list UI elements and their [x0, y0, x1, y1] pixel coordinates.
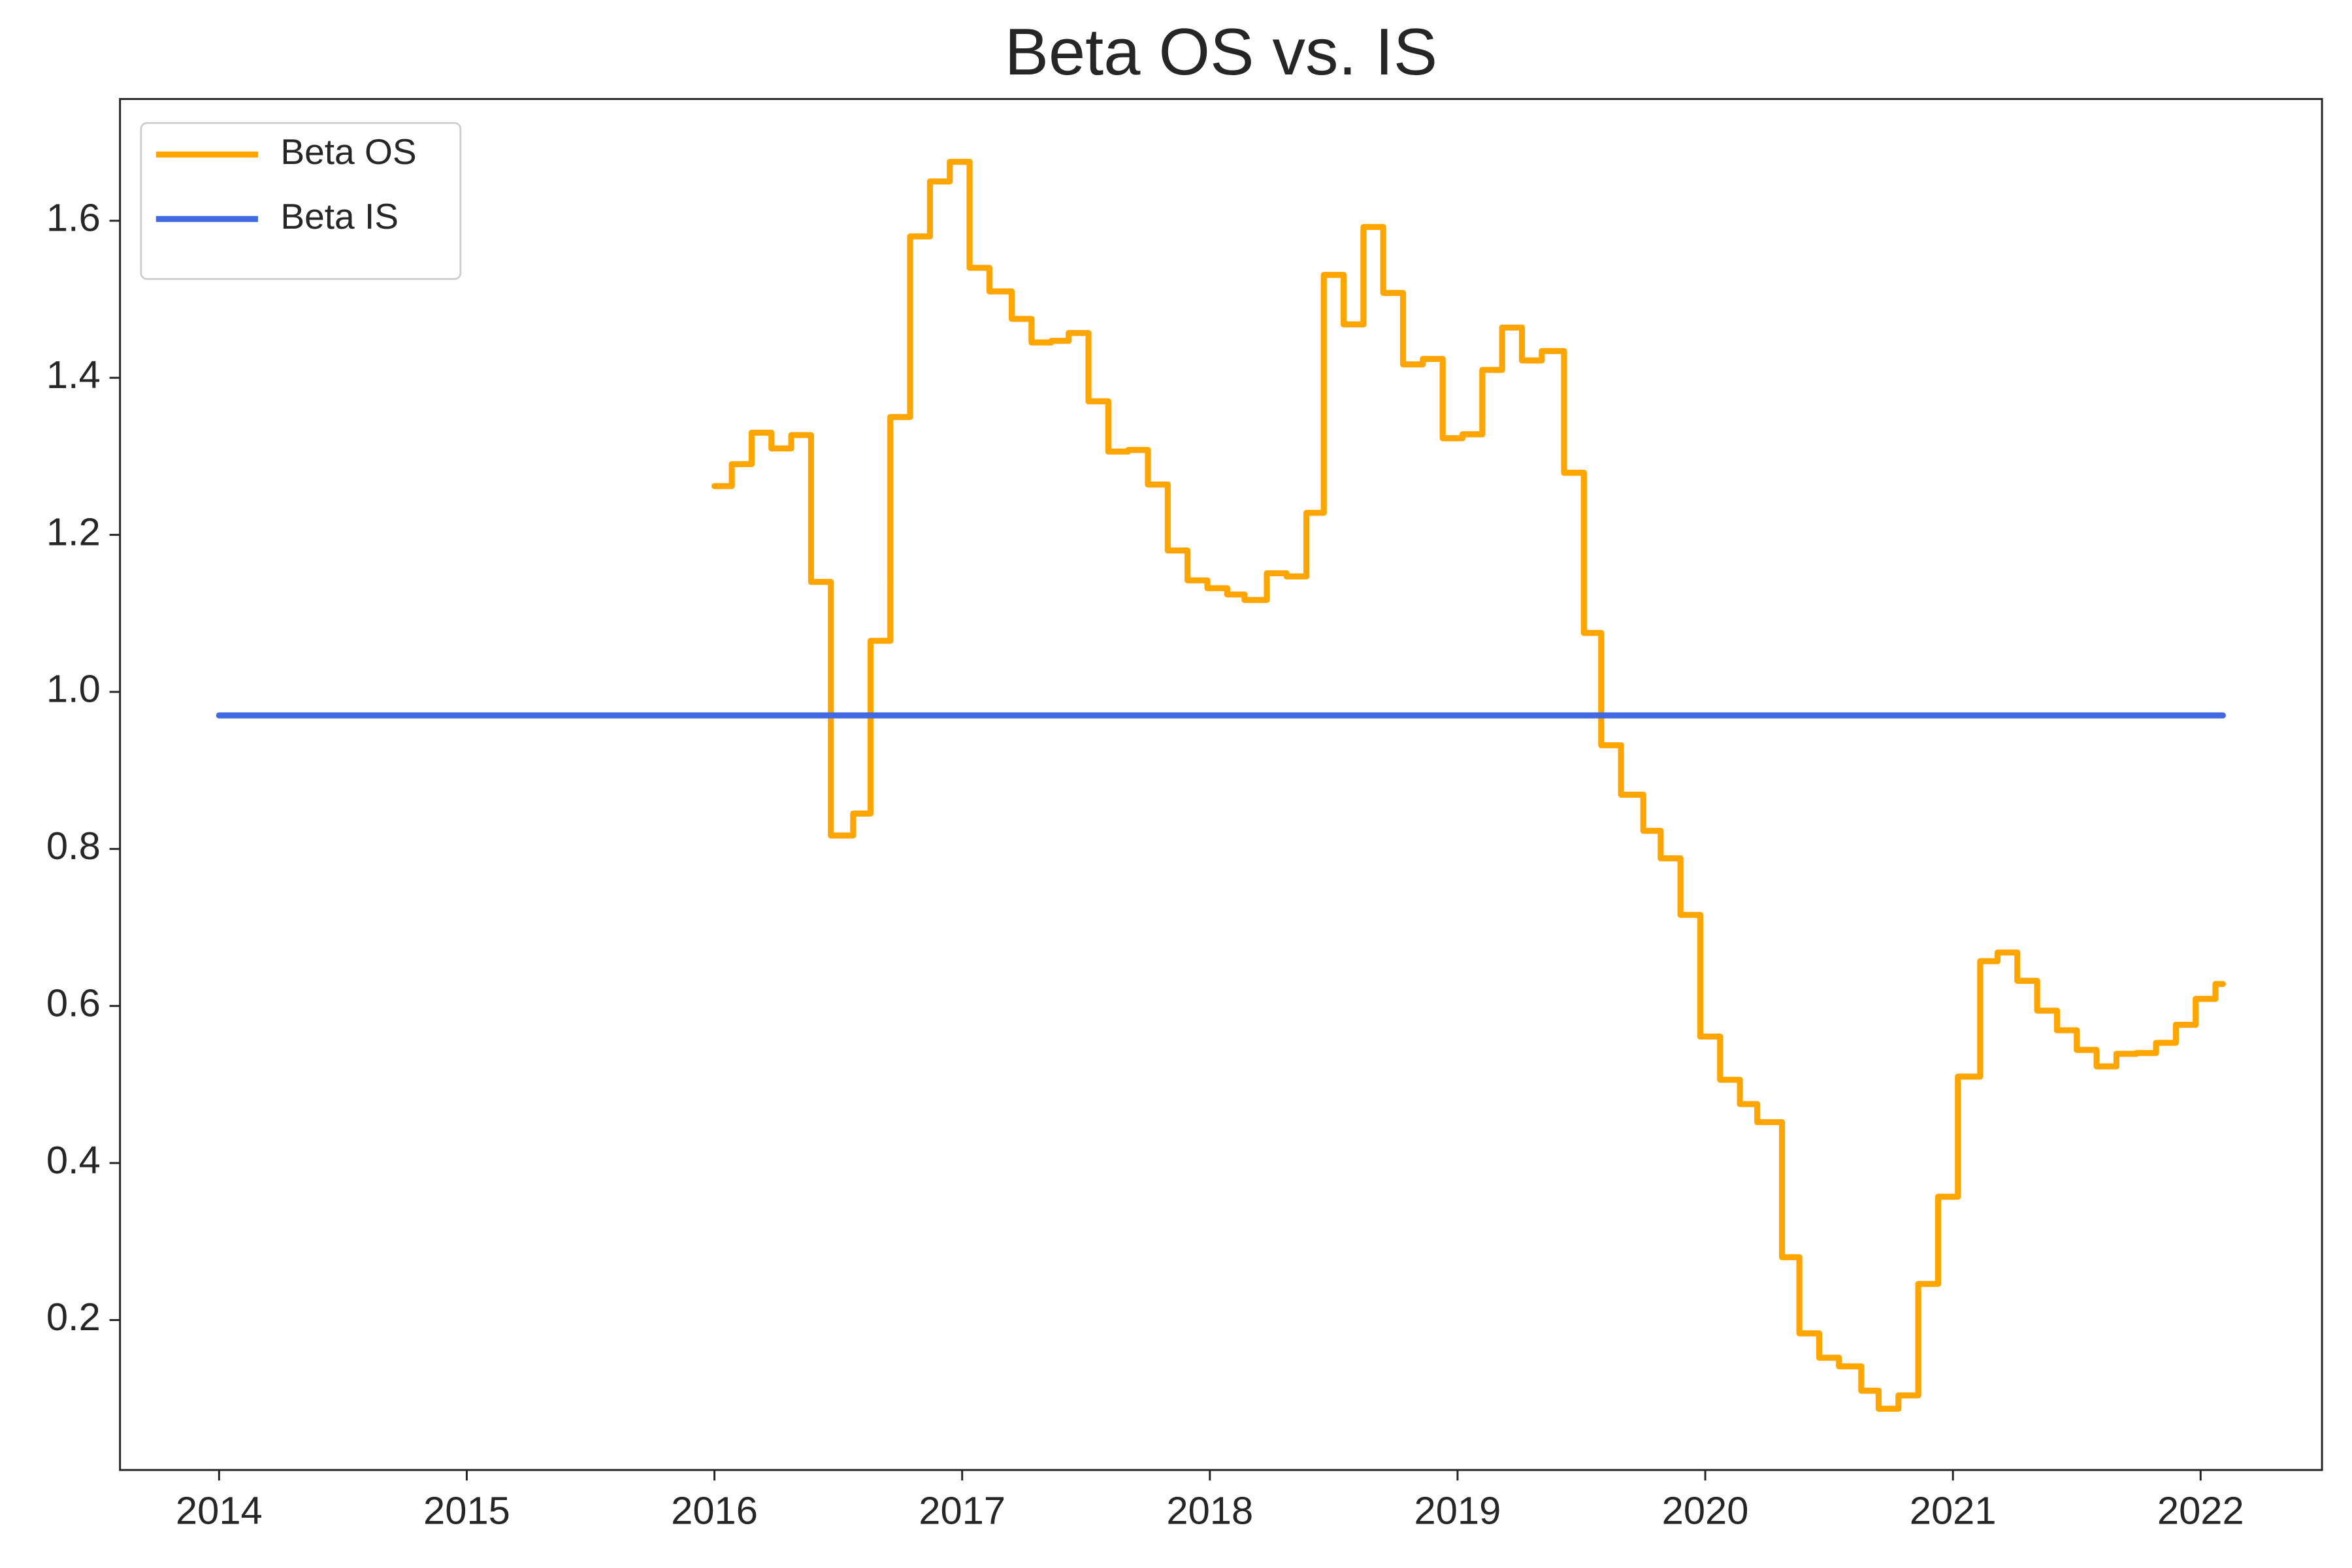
y-tick-label: 0.4 — [46, 1138, 101, 1182]
legend: Beta OS Beta IS — [140, 122, 462, 280]
x-tick-label: 2016 — [671, 1488, 758, 1532]
x-tick-label: 2022 — [2157, 1488, 2244, 1532]
line-series — [711, 159, 2227, 1412]
y-tick-label: 1.0 — [46, 667, 101, 711]
y-tick-label: 1.2 — [46, 510, 101, 553]
x-tick-label: 2014 — [176, 1488, 263, 1532]
x-tick-label: 2021 — [1910, 1488, 1997, 1532]
x-tick-label: 2015 — [423, 1488, 510, 1532]
y-tick-label: 0.2 — [46, 1295, 101, 1339]
x-tick-label: 2019 — [1414, 1488, 1501, 1532]
legend-box — [140, 122, 462, 280]
y-tick-label: 1.6 — [46, 196, 101, 240]
y-tick-label: 1.4 — [46, 353, 101, 397]
x-tick-label: 2017 — [919, 1488, 1005, 1532]
y-tick-label: 0.6 — [46, 981, 101, 1024]
x-tick-label: 2018 — [1166, 1488, 1253, 1532]
legend-label: Beta IS — [280, 196, 399, 237]
y-tick-label: 0.8 — [46, 824, 101, 868]
x-tick-label: 2020 — [1662, 1488, 1749, 1532]
chart-title: Beta OS vs. IS — [1005, 16, 1437, 89]
plot-frame — [119, 98, 2323, 1471]
legend-label: Beta OS — [280, 131, 416, 172]
